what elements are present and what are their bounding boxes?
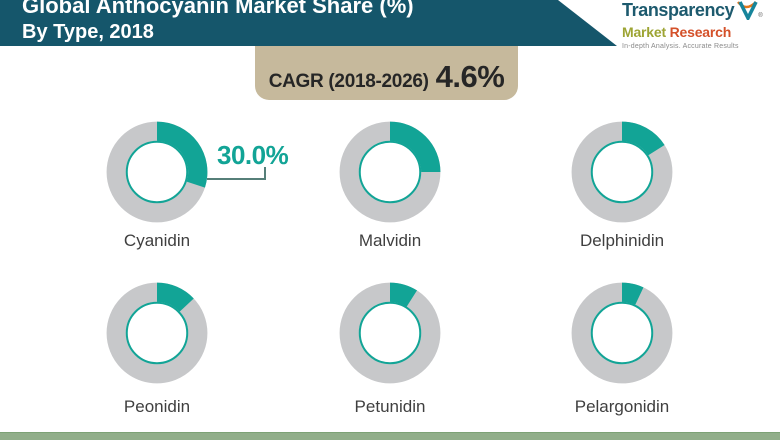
donut-label-malvidin: Malvidin — [358, 231, 422, 250]
callout-value: 30.0% — [217, 140, 289, 170]
donut-delphinidin — [567, 117, 677, 227]
donut-petunidin — [335, 278, 445, 388]
donut-svg — [571, 121, 673, 223]
logo-subbrand-row: Market Research — [622, 24, 780, 40]
logo-market-text: Market — [622, 24, 666, 40]
cagr-value: 4.6% — [435, 59, 505, 94]
donut-label-delphinidin: Delphinidin — [579, 231, 665, 250]
callout-connector-line — [207, 167, 266, 180]
donut-label-petunidin: Petunidin — [354, 397, 426, 416]
donut-svg — [106, 121, 208, 223]
donut-svg — [571, 282, 673, 384]
donut-svg — [106, 282, 208, 384]
logo-tagline: In-depth Analysis. Accurate Results — [622, 43, 739, 51]
donut-label-cyanidin: Cyanidin — [123, 231, 191, 250]
donut-label-peonidin: Peonidin — [123, 397, 191, 416]
logo-research-text: Research — [669, 24, 732, 40]
donut-label-pelargonidin: Pelargonidin — [574, 397, 670, 416]
registered-mark: ® — [758, 13, 763, 19]
donut-svg — [339, 121, 441, 223]
logo-brand-row: Transparency ® — [622, 1, 780, 25]
donut-peonidin — [102, 278, 212, 388]
header-band: Global Anthocyanin Market Share (%) By T… — [0, 0, 617, 46]
page-title: Global Anthocyanin Market Share (%) — [22, 0, 414, 18]
donut-cyanidin — [102, 117, 212, 227]
page-subtitle: By Type, 2018 — [22, 21, 154, 43]
donut-svg — [339, 282, 441, 384]
logo-brand-name: Transparency — [622, 0, 735, 20]
footer-bar — [0, 432, 780, 440]
logo-v-icon — [736, 0, 758, 25]
donut-malvidin — [335, 117, 445, 227]
donut-pelargonidin — [567, 278, 677, 388]
cagr-label: CAGR (2018-2026) — [268, 71, 429, 92]
cagr-badge: CAGR (2018-2026) 4.6% — [255, 46, 518, 100]
brand-logo: Transparency ® Market Research In-depth … — [622, 1, 780, 50]
